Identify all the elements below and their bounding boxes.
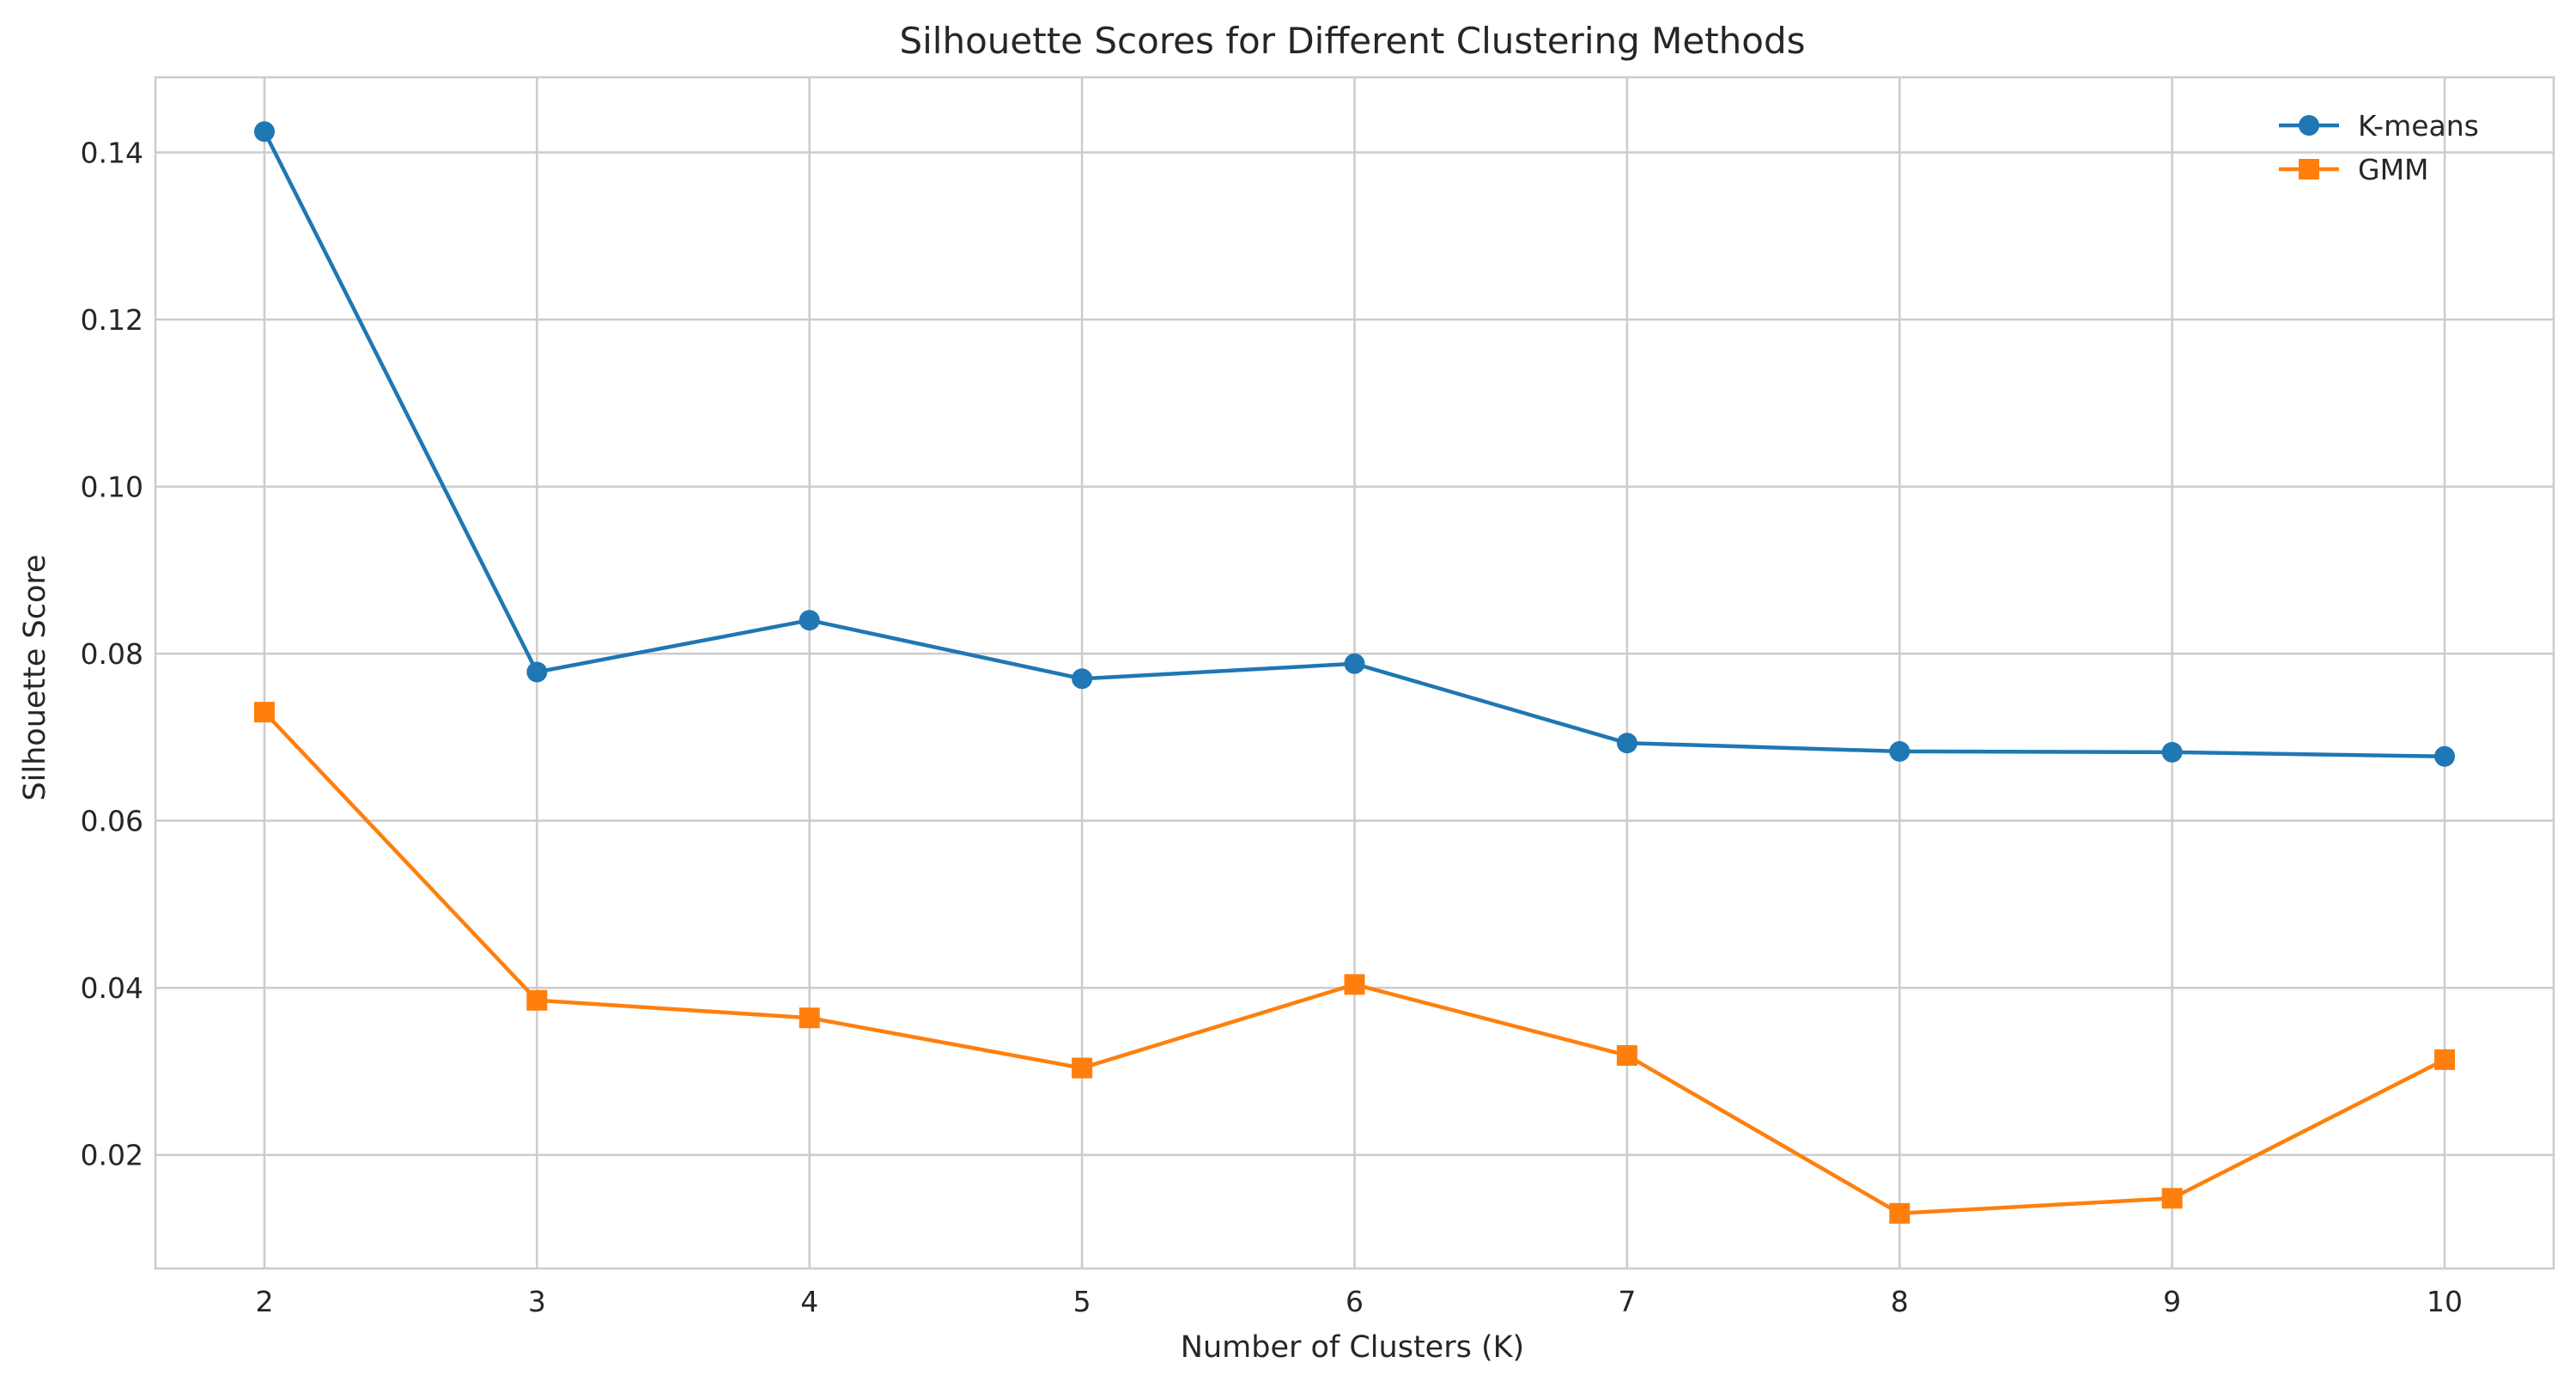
- y-tick-label: 0.04: [81, 971, 143, 1005]
- x-tick-label: 6: [1346, 1285, 1364, 1318]
- x-axis-label: Number of Clusters (K): [1181, 1330, 1524, 1365]
- x-tick-label: 3: [528, 1285, 546, 1318]
- legend-k-means-label: K-means: [2358, 109, 2479, 143]
- k-means-data-point: [799, 610, 820, 630]
- y-tick-label: 0.12: [81, 303, 143, 337]
- k-means-data-point: [1617, 733, 1637, 753]
- k-means-data-point: [254, 121, 275, 142]
- x-tick-label: 2: [255, 1285, 273, 1318]
- y-tick-label: 0.06: [81, 805, 143, 838]
- y-tick-label: 0.10: [81, 471, 143, 504]
- gmm-data-point: [2434, 1049, 2455, 1070]
- y-axis-label: Silhouette Score: [18, 554, 52, 800]
- gmm-data-point: [1889, 1203, 1910, 1224]
- gmm-data-point: [799, 1007, 820, 1028]
- x-tick-label: 8: [1891, 1285, 1909, 1318]
- x-tick-label: 5: [1073, 1285, 1091, 1318]
- k-means-data-point: [2162, 742, 2183, 763]
- k-means-data-point: [1345, 654, 1365, 674]
- gmm-data-point: [1072, 1058, 1092, 1079]
- gmm-data-point: [1617, 1045, 1637, 1066]
- legend-k-means-marker: [2299, 115, 2319, 136]
- y-tick-label: 0.02: [81, 1139, 143, 1172]
- x-tick-label: 9: [2163, 1285, 2181, 1318]
- gmm-data-point: [526, 990, 547, 1011]
- y-tick-label: 0.08: [81, 637, 143, 671]
- k-means-data-point: [1889, 741, 1910, 762]
- k-means-data-point: [1072, 668, 1092, 689]
- gmm-data-point: [1345, 974, 1365, 995]
- legend-gmm-marker: [2299, 159, 2319, 179]
- k-means-data-point: [526, 662, 547, 683]
- gmm-data-point: [254, 702, 275, 722]
- x-tick-label: 4: [800, 1285, 818, 1318]
- x-tick-label: 10: [2427, 1285, 2463, 1318]
- gmm-data-point: [2162, 1188, 2183, 1208]
- chart-title: Silhouette Scores for Different Clusteri…: [899, 20, 1805, 62]
- legend-gmm-label: GMM: [2358, 153, 2429, 186]
- x-tick-label: 7: [1618, 1285, 1636, 1318]
- k-means-data-point: [2434, 746, 2455, 767]
- y-tick-label: 0.14: [81, 137, 143, 170]
